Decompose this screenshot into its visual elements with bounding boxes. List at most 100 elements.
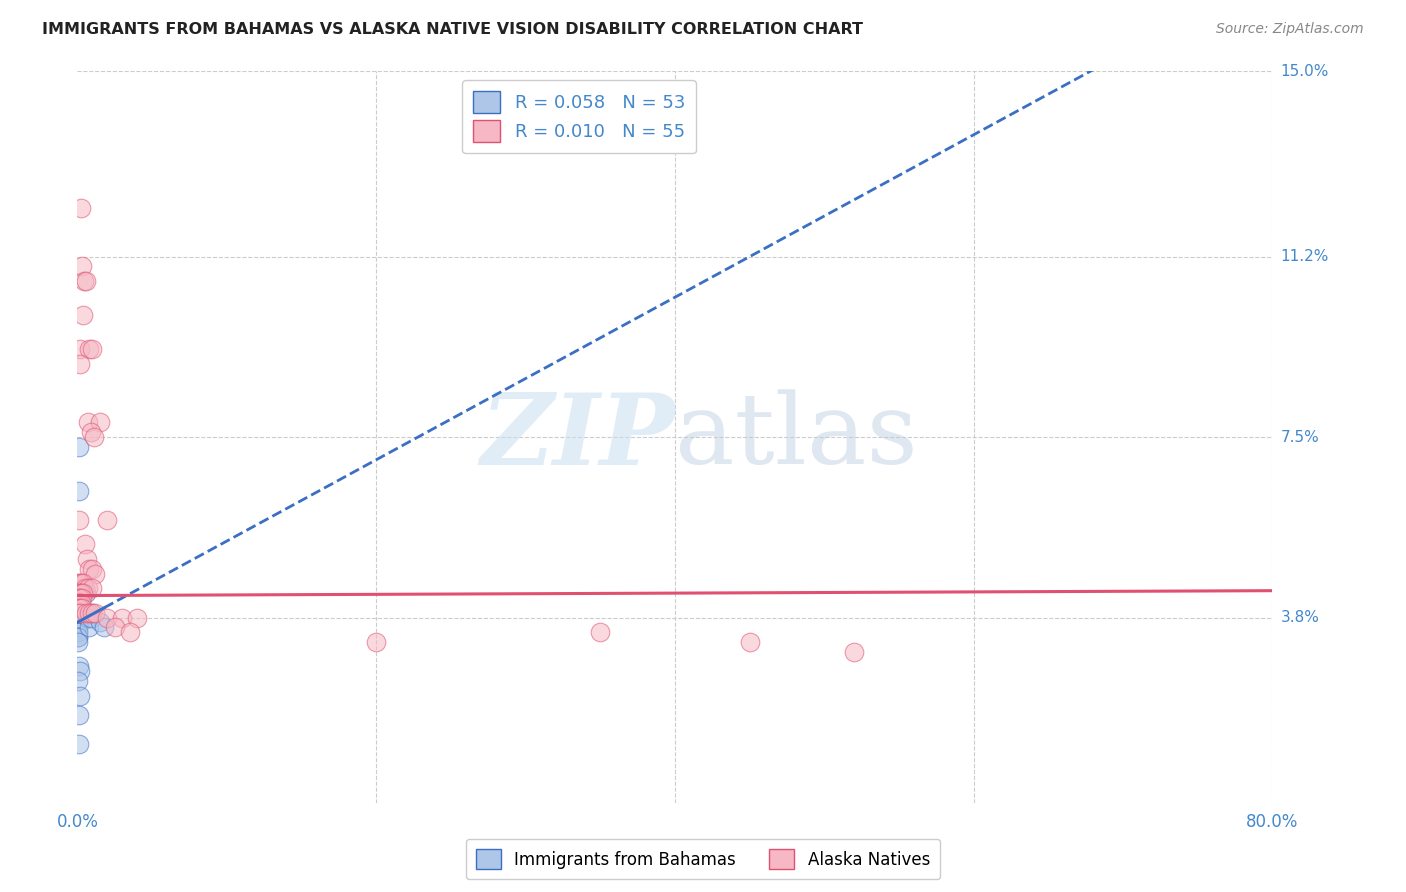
- Point: [67, 673, 90, 688]
- Point: [67, 596, 90, 610]
- Point: [67, 737, 90, 751]
- Point: [70, 576, 93, 591]
- Point: [69, 357, 91, 371]
- Point: [70, 586, 93, 600]
- Point: [75, 606, 97, 620]
- Point: [67, 440, 90, 454]
- Point: [76, 552, 98, 566]
- Point: [67, 615, 90, 630]
- Point: [67, 606, 90, 620]
- Point: [67, 659, 90, 673]
- Point: [67, 610, 90, 624]
- Point: [69, 600, 91, 615]
- Point: [366, 635, 388, 649]
- Point: [76, 610, 98, 624]
- Legend: Immigrants from Bahamas, Alaska Natives: Immigrants from Bahamas, Alaska Natives: [465, 838, 941, 880]
- Point: [93, 620, 115, 634]
- Point: [76, 581, 98, 595]
- Point: [66, 630, 89, 644]
- Point: [67, 483, 90, 498]
- Point: [70, 260, 93, 274]
- Text: 15.0%: 15.0%: [1281, 64, 1329, 78]
- Point: [84, 566, 107, 581]
- Point: [104, 620, 127, 634]
- Point: [72, 576, 94, 591]
- Point: [80, 610, 103, 624]
- Point: [70, 591, 93, 605]
- Point: [73, 581, 96, 595]
- Point: [72, 586, 94, 600]
- Point: [80, 425, 103, 440]
- Point: [66, 625, 89, 640]
- Point: [69, 576, 91, 591]
- Point: [69, 689, 91, 703]
- Point: [82, 581, 104, 595]
- Point: [67, 596, 90, 610]
- Point: [118, 625, 141, 640]
- Point: [70, 600, 93, 615]
- Point: [80, 562, 103, 576]
- Point: [66, 635, 89, 649]
- Point: [111, 610, 134, 624]
- Point: [738, 635, 761, 649]
- Text: 11.2%: 11.2%: [1281, 249, 1329, 264]
- Point: [69, 586, 91, 600]
- Point: [66, 600, 89, 615]
- Point: [70, 201, 93, 215]
- Point: [69, 596, 91, 610]
- Point: [67, 591, 90, 605]
- Point: [67, 600, 90, 615]
- Text: 3.8%: 3.8%: [1281, 610, 1320, 625]
- Text: ZIP: ZIP: [479, 389, 675, 485]
- Point: [67, 513, 90, 527]
- Point: [66, 630, 89, 644]
- Point: [844, 645, 866, 659]
- Point: [79, 606, 101, 620]
- Point: [67, 615, 90, 630]
- Text: IMMIGRANTS FROM BAHAMAS VS ALASKA NATIVE VISION DISABILITY CORRELATION CHART: IMMIGRANTS FROM BAHAMAS VS ALASKA NATIVE…: [42, 22, 863, 37]
- Point: [67, 606, 90, 620]
- Point: [67, 600, 90, 615]
- Point: [72, 308, 94, 322]
- Point: [89, 615, 111, 630]
- Point: [80, 343, 103, 357]
- Point: [84, 606, 107, 620]
- Point: [67, 596, 90, 610]
- Point: [66, 615, 89, 630]
- Point: [76, 416, 98, 430]
- Point: [127, 610, 149, 624]
- Point: [67, 586, 90, 600]
- Point: [79, 343, 101, 357]
- Point: [67, 586, 90, 600]
- Point: [69, 591, 91, 605]
- Point: [79, 620, 101, 634]
- Point: [79, 562, 101, 576]
- Point: [69, 343, 91, 357]
- Point: [69, 664, 91, 678]
- Point: [66, 620, 89, 634]
- Point: [67, 610, 90, 624]
- Point: [67, 708, 90, 723]
- Point: [67, 576, 90, 591]
- Point: [589, 625, 612, 640]
- Point: [66, 620, 89, 634]
- Point: [66, 615, 89, 630]
- Point: [66, 610, 89, 624]
- Point: [96, 610, 118, 624]
- Point: [89, 416, 111, 430]
- Point: [82, 606, 104, 620]
- Point: [73, 274, 96, 288]
- Point: [66, 625, 89, 640]
- Point: [67, 615, 90, 630]
- Legend: R = 0.058   N = 53, R = 0.010   N = 55: R = 0.058 N = 53, R = 0.010 N = 55: [463, 80, 696, 153]
- Point: [67, 600, 90, 615]
- Point: [96, 513, 118, 527]
- Text: Source: ZipAtlas.com: Source: ZipAtlas.com: [1216, 22, 1364, 37]
- Point: [67, 620, 90, 634]
- Point: [67, 610, 90, 624]
- Point: [75, 586, 97, 600]
- Text: atlas: atlas: [675, 389, 918, 485]
- Point: [69, 606, 91, 620]
- Point: [67, 606, 90, 620]
- Point: [73, 537, 96, 551]
